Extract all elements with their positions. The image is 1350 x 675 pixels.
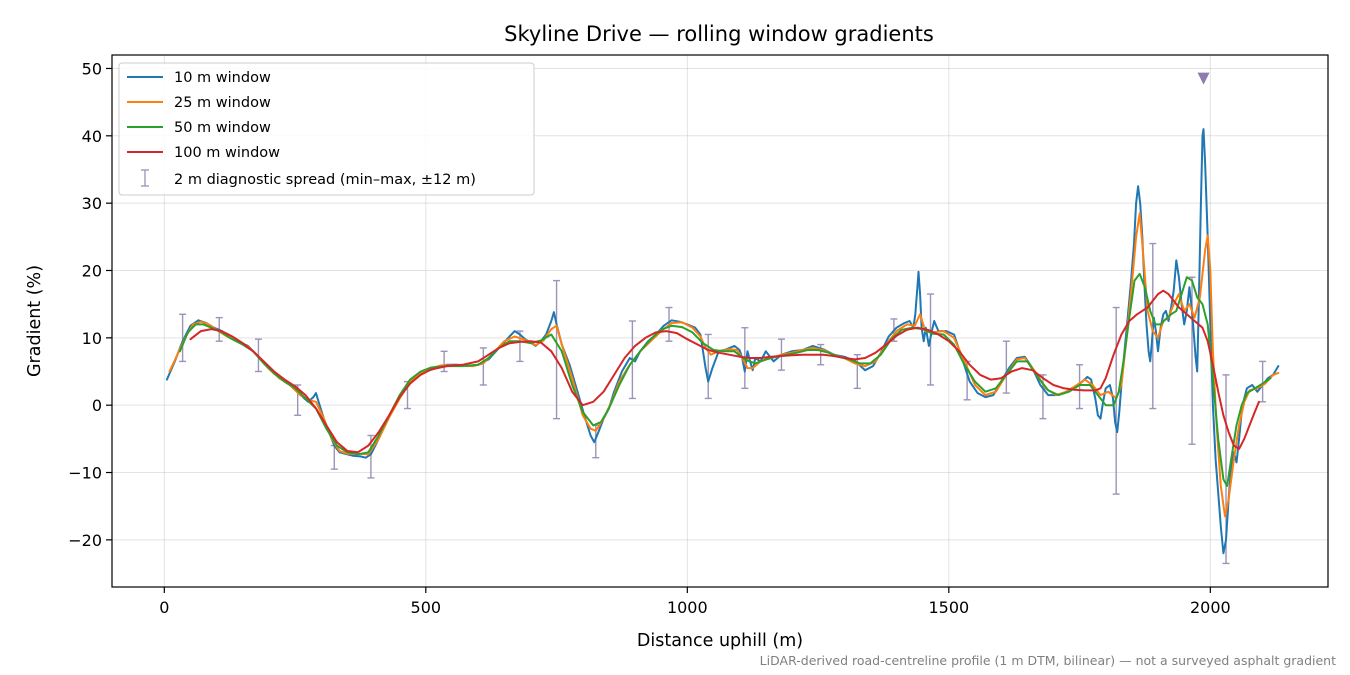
legend: 10 m window 25 m window 50 m window 100 …: [118, 62, 535, 196]
x-axis-ticks: 0 500 1000 1500 2000: [159, 587, 1231, 617]
spread-bar: [1002, 340, 1010, 394]
spread-bar: [479, 347, 487, 386]
x-tick-label: 2000: [1190, 598, 1231, 617]
x-axis-label: Distance uphill (m): [637, 631, 803, 651]
series-lines: [165, 128, 1280, 555]
y-tick-label: 50: [82, 59, 102, 78]
spread-bar: [553, 279, 561, 420]
diagnostic-spread-bars: [179, 242, 1267, 565]
spread-bar: [853, 353, 861, 390]
y-tick-label: −20: [68, 531, 102, 550]
spread-bar: [179, 313, 187, 363]
spread-bar: [704, 333, 712, 400]
legend-label-100m: 100 m window: [174, 145, 280, 161]
peak-marker: [1197, 72, 1210, 85]
legend-label-10m: 10 m window: [174, 70, 271, 86]
legend-box: [118, 62, 535, 196]
y-axis-label: Gradient (%): [25, 265, 45, 377]
y-tick-label: 40: [82, 127, 102, 146]
spread-bar: [440, 350, 448, 373]
x-tick-label: 500: [411, 598, 442, 617]
chart-title: Skyline Drive — rolling window gradients: [504, 22, 934, 46]
footnote: LiDAR-derived road-centreline profile (1…: [760, 653, 1336, 668]
spread-bar: [1076, 364, 1084, 410]
y-axis-ticks: −20 −10 0 10 20 30 40 50: [68, 59, 112, 550]
legend-label-25m: 25 m window: [174, 95, 271, 111]
series-line-100m: [189, 289, 1260, 454]
legend-swatch-spread: [141, 169, 149, 187]
plot-frame: [111, 54, 1329, 588]
spread-bar: [516, 330, 524, 363]
series-line-50m: [179, 272, 1272, 487]
legend-label-50m: 50 m window: [174, 120, 271, 136]
spread-bar: [1259, 360, 1267, 403]
x-tick-label: 1000: [667, 598, 708, 617]
annotation-markers: [1197, 72, 1210, 85]
legend-label-spread: 2 m diagnostic spread (min–max, ±12 m): [174, 172, 476, 188]
x-tick-label: 0: [159, 598, 169, 617]
y-tick-label: 20: [82, 261, 102, 280]
y-tick-label: 30: [82, 194, 102, 213]
x-tick-label: 1500: [928, 598, 969, 617]
y-tick-label: 0: [92, 396, 102, 415]
y-tick-label: −10: [68, 464, 102, 483]
y-tick-label: 10: [82, 329, 102, 348]
